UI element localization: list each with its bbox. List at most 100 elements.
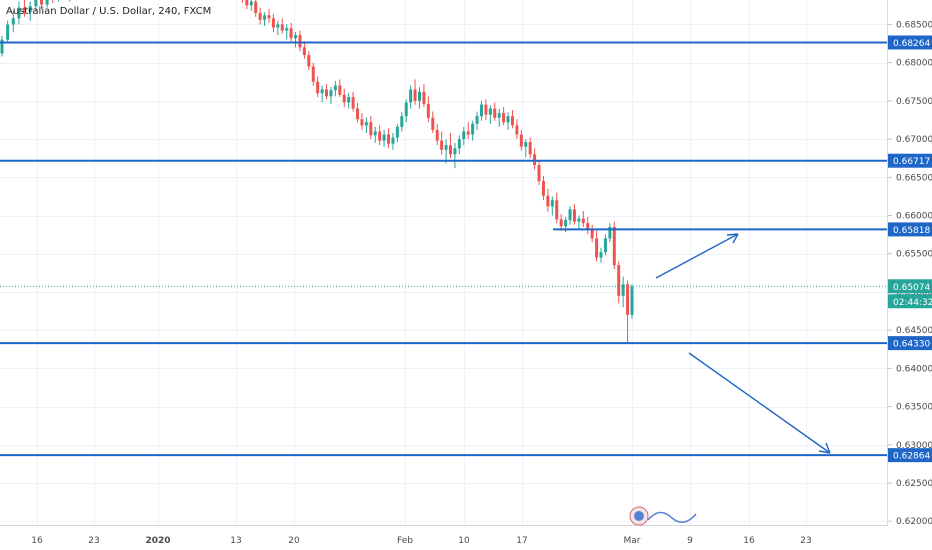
candle-body	[364, 122, 368, 126]
candle-body	[342, 94, 346, 103]
candle-body	[471, 123, 475, 135]
candle-body	[351, 97, 355, 109]
candle-body	[356, 108, 360, 120]
countdown-badge-bg	[888, 294, 932, 309]
time-tick-label: 13	[230, 536, 241, 546]
time-ticks: 16 23 2020 13 20 Feb 10 17 Mar 9 16 23	[31, 536, 811, 546]
price-tick-label: 0.65500	[896, 250, 932, 260]
candle-body	[347, 97, 351, 103]
candle-body	[488, 108, 492, 115]
candle-body	[409, 89, 413, 103]
candle-body	[245, 0, 249, 6]
candle-body	[581, 218, 585, 224]
price-badges: 0.68264 0.66717 0.65818 0.64330 0.62864 0.650…	[888, 35, 932, 463]
candle-body	[515, 125, 519, 135]
horizontal-levels[interactable]	[0, 41, 888, 457]
candle-body	[6, 24, 10, 40]
price-tick-label: 0.68500	[896, 20, 932, 30]
grid	[0, 0, 888, 525]
price-tick-label: 0.67000	[896, 135, 932, 145]
time-tick-label: 20	[288, 536, 300, 546]
candle-body	[626, 284, 630, 315]
candle-body	[418, 91, 422, 101]
candle-body	[298, 35, 302, 48]
candle-body	[506, 116, 510, 123]
price-axis-bg	[888, 0, 932, 550]
candle-body	[457, 139, 461, 149]
candle-body	[302, 47, 306, 56]
candle-body	[440, 140, 444, 150]
candle-body	[431, 117, 435, 130]
candle-body	[329, 90, 333, 97]
candle-body	[528, 142, 532, 155]
candle-body	[267, 15, 271, 19]
price-tick-label: 0.66500	[896, 173, 932, 183]
candle-body	[466, 131, 470, 135]
candle-body	[577, 218, 581, 222]
candle-body	[258, 12, 262, 20]
candle-body	[34, 0, 38, 7]
candle-body	[294, 35, 298, 39]
time-tick-label: 16	[743, 536, 755, 546]
candle-body	[617, 265, 621, 296]
price-tick-label: 0.68000	[896, 59, 932, 69]
candle-body	[28, 6, 32, 13]
arrow-up-line[interactable]	[655, 233, 739, 279]
level-badge-bg	[888, 336, 932, 351]
candle-body	[333, 85, 337, 91]
candle-body	[541, 181, 545, 196]
time-tick-label: Feb	[397, 536, 413, 546]
current-price-badge: 0.65074	[893, 283, 930, 293]
candle-body	[0, 39, 4, 54]
candle-body	[586, 223, 590, 230]
candle-body	[462, 131, 466, 140]
time-tick-label: 10	[458, 536, 470, 546]
candle-body	[413, 89, 417, 101]
arrow-down-line[interactable]	[688, 352, 831, 454]
level-badge-bg	[888, 222, 932, 237]
time-axis-bg	[0, 525, 888, 550]
candle-body	[621, 284, 625, 296]
trend-arrows[interactable]	[655, 233, 831, 454]
candle-body	[497, 113, 501, 118]
candle-body	[395, 126, 399, 138]
tradingview-logo	[629, 506, 697, 526]
candle-body	[448, 145, 452, 155]
candle-body	[404, 102, 408, 117]
candle-body	[382, 134, 386, 141]
candle-body	[285, 28, 289, 31]
candle-body	[475, 116, 479, 124]
time-tick-label: 2020	[145, 536, 170, 546]
candle-body	[23, 7, 27, 13]
arrow-up-head	[726, 233, 739, 244]
candle-body	[572, 209, 576, 222]
candle-body	[550, 200, 554, 207]
candle-body	[546, 195, 550, 207]
candle-body	[568, 209, 572, 221]
candle-body	[537, 165, 541, 182]
candle-body	[595, 238, 599, 258]
candle-body	[338, 85, 342, 95]
current-price-badge-bg	[888, 279, 932, 294]
candle-body	[316, 81, 320, 94]
candle-body	[271, 18, 275, 28]
candle-body	[502, 113, 506, 123]
arrow-down-head	[818, 442, 831, 454]
candle-body	[276, 24, 280, 28]
candle-body	[426, 103, 430, 118]
candle-body	[45, 0, 49, 5]
candle-body	[387, 134, 391, 144]
candle-body	[391, 137, 395, 144]
candle-body	[612, 226, 616, 266]
candle-body	[422, 91, 426, 104]
candle-body	[510, 116, 514, 126]
candle-body	[360, 119, 364, 126]
candle-body	[263, 15, 267, 20]
candle-body	[444, 145, 448, 150]
candle-body	[320, 89, 324, 94]
candle-body	[249, 1, 253, 6]
time-tick-label: 23	[88, 536, 99, 546]
candle-body	[559, 219, 563, 227]
